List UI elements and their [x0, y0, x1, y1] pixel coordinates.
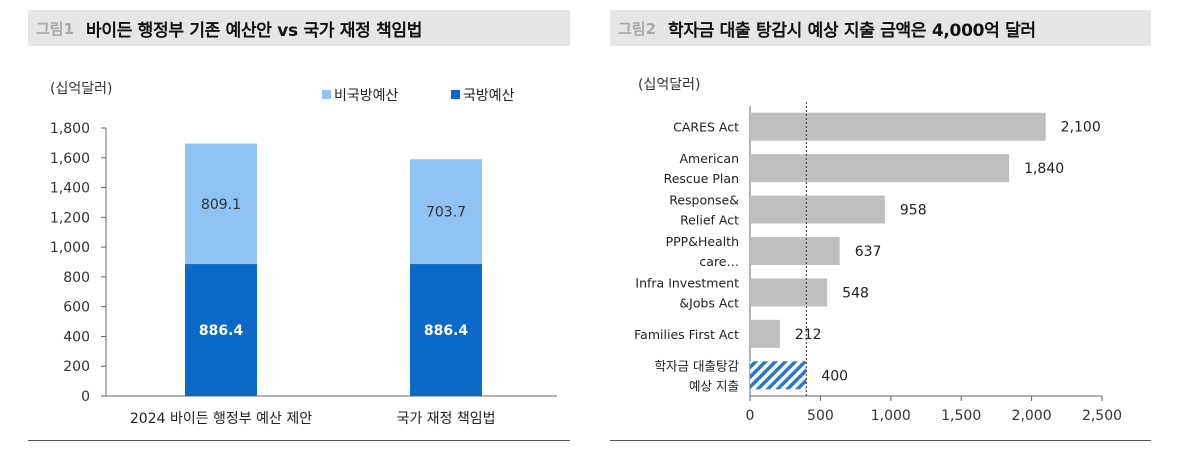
bar: [750, 319, 780, 348]
bar-value-label: 2,100: [1061, 120, 1101, 136]
figure2-title: 학자금 대출 탕감시 예상 지출 금액은 4,000억 달러: [668, 20, 1036, 41]
y-category-label: 학자금 대출탕감: [655, 358, 740, 373]
x-category-label: 2024 바이든 행정부 예산 제안: [130, 411, 312, 427]
y-category-label: Families First Act: [634, 327, 739, 342]
y-tick-label: 800: [63, 270, 90, 286]
x-tick-label: 500: [807, 408, 834, 424]
y-tick-label: 1,800: [50, 121, 90, 137]
x-tick-label: 2,500: [1082, 408, 1122, 424]
y-tick-label: 1,200: [50, 210, 90, 226]
x-tick-label: 1,000: [871, 408, 911, 424]
bar: [750, 112, 1046, 141]
x-tick-label: 0: [746, 408, 755, 424]
horizontal-bar-chart: 0 500 1,000 1,500 2,000 2,500 2,100 CARES Act 1,…: [634, 102, 1122, 424]
bar-defense: [185, 264, 257, 396]
bar-label-non-defense: 703.7: [426, 205, 466, 221]
figure2-panel: 그림2 학자금 대출 탕감시 예상 지출 금액은 4,000억 달러 (십억달러…: [600, 0, 1191, 449]
y-category-label: 예상 지출: [689, 378, 739, 393]
bar-label-defense: 886.4: [424, 323, 469, 339]
y-category-label: Response&: [669, 193, 739, 208]
y-tick-label: 1,000: [50, 240, 90, 256]
bar-value-label: 212: [795, 327, 822, 343]
y-category-label: Relief Act: [680, 213, 739, 228]
y-category-label: CARES Act: [673, 120, 739, 135]
bar-value-label: 400: [821, 368, 848, 384]
bar: [750, 195, 885, 224]
y-category-label: care…: [699, 254, 739, 269]
legend-swatch: [451, 90, 460, 99]
y-category-label: American: [680, 151, 740, 166]
stacked-bar-chart: 0 200 400 600 800 1,000 1,200 1,400 1,600 1,800 88…: [50, 88, 557, 427]
figure1-panel: 그림1 바이든 행정부 기존 예산안 vs 국가 재정 책임법 (십억달러) 0…: [0, 0, 590, 449]
bar-highlight: [750, 361, 807, 390]
y-category-label: Rescue Plan: [664, 171, 739, 186]
y-tick-label: 1,600: [50, 151, 90, 167]
bar: [750, 278, 828, 307]
bar-non-defense: [185, 143, 257, 265]
figure2-bottom-rule: [610, 440, 1151, 441]
x-category-label: 국가 재정 책임법: [396, 411, 495, 427]
figure1-unit: (십억달러): [50, 81, 113, 97]
figure1-label: 그림1: [36, 19, 75, 38]
figure2-label: 그림2: [618, 19, 657, 38]
figure1-title-bar: 그림1 바이든 행정부 기존 예산안 vs 국가 재정 책임법: [28, 10, 570, 46]
y-category-label: &Jobs Act: [679, 295, 739, 310]
bar-value-label: 958: [900, 203, 927, 219]
bar-non-defense: [410, 159, 482, 265]
bar-value-label: 548: [842, 285, 869, 301]
bar-defense: [410, 264, 482, 396]
y-tick-label: 600: [63, 300, 90, 316]
legend-label: 국방예산: [463, 88, 515, 104]
bar: [750, 237, 840, 265]
figure1-title: 바이든 행정부 기존 예산안 vs 국가 재정 책임법: [86, 20, 423, 41]
y-tick-label: 1,400: [50, 181, 90, 197]
y-tick-label: 400: [63, 329, 90, 345]
x-tick-label: 1,500: [941, 408, 981, 424]
y-category-label: PPP&Health: [666, 234, 739, 249]
figure2-title-bar: 그림2 학자금 대출 탕감시 예상 지출 금액은 4,000억 달러: [610, 10, 1151, 46]
figure2-unit: (십억달러): [638, 77, 701, 93]
legend-swatch: [322, 90, 331, 99]
legend-label: 비국방예산: [334, 88, 399, 104]
y-tick-label: 200: [63, 359, 90, 375]
bar-label-defense: 886.4: [199, 323, 244, 339]
y-tick-label: 0: [81, 389, 90, 405]
x-tick-label: 2,000: [1012, 408, 1052, 424]
figure1-bottom-rule: [28, 440, 570, 441]
y-category-label: Infra Investment: [635, 275, 739, 290]
bar-value-label: 637: [855, 244, 882, 260]
bar-label-non-defense: 809.1: [201, 197, 241, 213]
bar: [750, 154, 1010, 183]
bar-value-label: 1,840: [1024, 161, 1064, 177]
